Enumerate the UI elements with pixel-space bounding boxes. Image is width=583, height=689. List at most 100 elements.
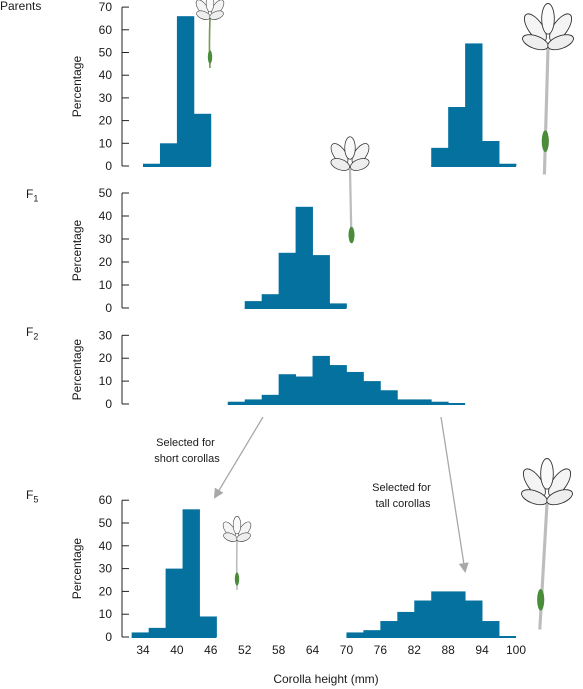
- x-tick-label: 34: [136, 643, 150, 657]
- bar: [380, 621, 398, 637]
- y-axis-label: Percentage: [70, 56, 84, 118]
- x-tick-label: 40: [170, 643, 184, 657]
- flower-icon-tall-f5: [521, 458, 573, 630]
- bar: [329, 303, 347, 308]
- y-tick-label: 30: [99, 91, 113, 105]
- bar: [261, 394, 280, 404]
- bar: [465, 600, 483, 637]
- bar: [465, 43, 483, 166]
- x-tick-label: 64: [306, 643, 320, 657]
- bar: [244, 301, 263, 308]
- bar: [346, 371, 364, 404]
- bar: [329, 365, 347, 404]
- bar: [261, 294, 280, 308]
- y-tick-label: 50: [99, 516, 113, 530]
- y-tick-label: 30: [99, 328, 113, 342]
- bar: [414, 399, 432, 404]
- bar: [295, 206, 313, 308]
- panel-3: 0 10 20 30 40 50 60 Percentage: [70, 493, 516, 644]
- flower-icon-tall-parent: [522, 3, 574, 175]
- panel-label-f2: F2: [26, 325, 39, 342]
- bar: [397, 399, 415, 404]
- panels: 0 10 20 30 40 50 60 70 Percentage 0 10 20 30 40 50 Perc…: [70, 0, 517, 644]
- bar: [431, 401, 449, 404]
- bar: [199, 616, 217, 637]
- bar: [244, 399, 263, 404]
- bar: [193, 113, 212, 166]
- y-tick-label: 30: [99, 562, 113, 576]
- panel-label-f1: F1: [26, 187, 39, 204]
- bar: [380, 390, 398, 404]
- bar: [363, 381, 381, 404]
- panel-1: 0 10 20 30 40 50 Percentage: [70, 186, 347, 315]
- y-tick-label: 0: [105, 301, 112, 315]
- y-tick-label: 40: [99, 539, 113, 553]
- bar: [278, 252, 296, 308]
- bar: [165, 568, 183, 637]
- x-tick-label: 70: [340, 643, 354, 657]
- bar: [448, 591, 466, 637]
- flower-icon-short-f5: [222, 516, 252, 591]
- y-tick-label: 50: [99, 186, 113, 200]
- y-tick-label: 0: [105, 630, 112, 644]
- y-tick-label: 60: [99, 23, 113, 37]
- y-tick-label: 0: [105, 159, 112, 173]
- x-tick-label: 88: [442, 643, 456, 657]
- x-tick-label: 52: [238, 643, 252, 657]
- annotation-short: Selected for short corollas: [154, 437, 220, 465]
- y-tick-label: 10: [99, 278, 113, 292]
- y-tick-label: 30: [99, 232, 113, 246]
- y-axis-label: Percentage: [70, 219, 84, 281]
- flower-icon-f1: [330, 136, 370, 244]
- panel-0: 0 10 20 30 40 50 60 70 Percentage: [70, 0, 517, 173]
- y-axis-label: Percentage: [70, 538, 84, 600]
- bar: [397, 611, 415, 637]
- bar: [148, 627, 167, 637]
- y-tick-label: 20: [99, 584, 113, 598]
- x-axis-label: Corolla height (mm): [273, 672, 378, 686]
- bar: [414, 600, 432, 637]
- y-tick-label: 10: [99, 607, 113, 621]
- bar: [431, 147, 449, 166]
- y-tick-label: 40: [99, 68, 113, 82]
- y-tick-label: 50: [99, 46, 113, 60]
- y-tick-label: 20: [99, 255, 113, 269]
- flower-icon-short-parent: [195, 0, 225, 69]
- bar: [131, 632, 150, 637]
- bar: [182, 509, 200, 637]
- y-tick-label: 70: [99, 0, 113, 14]
- bar: [363, 630, 381, 637]
- arrow-tall-selection: [440, 416, 469, 573]
- y-tick-label: 10: [99, 374, 113, 388]
- panel-label-parents: Parents: [0, 0, 42, 13]
- bar: [278, 374, 296, 404]
- annotation-tall: Selected for tall corollas: [372, 482, 434, 510]
- bar: [312, 255, 330, 308]
- x-tick-label: 100: [506, 643, 526, 657]
- y-tick-label: 20: [99, 351, 113, 365]
- bar: [482, 141, 500, 166]
- x-tick-label: 46: [204, 643, 218, 657]
- x-tick-label: 82: [408, 643, 422, 657]
- y-tick-label: 20: [99, 114, 113, 128]
- bar: [448, 106, 466, 166]
- bar: [176, 16, 195, 167]
- arrow-short-selection: [213, 416, 264, 499]
- y-tick-label: 10: [99, 136, 113, 150]
- x-tick-label: 76: [374, 643, 388, 657]
- x-tick-label: 94: [475, 643, 489, 657]
- bar: [312, 355, 330, 404]
- y-axis-label: Percentage: [70, 339, 84, 401]
- bar: [431, 591, 449, 637]
- bar: [295, 376, 313, 404]
- bar: [159, 143, 178, 166]
- panel-2: 0 10 20 30 Percentage: [70, 328, 466, 411]
- x-axis: 34 40 46 52 58 64 70 76 82 88 94 100: [136, 643, 526, 657]
- bar: [346, 632, 364, 637]
- y-tick-label: 60: [99, 493, 113, 507]
- bar: [227, 401, 246, 404]
- bar: [499, 163, 517, 166]
- bar: [482, 621, 500, 637]
- y-tick-label: 0: [105, 397, 112, 411]
